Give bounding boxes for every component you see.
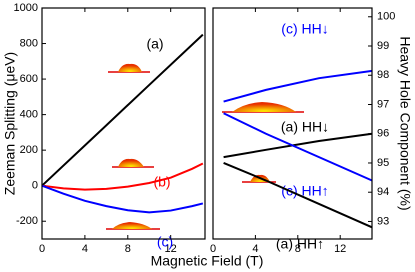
y-tick-label: 800 [20, 37, 38, 49]
x-tick-label: 0 [210, 243, 216, 255]
y-tick-label: 97 [377, 98, 389, 110]
x-tick-label: 8 [125, 243, 131, 255]
y-tick-label: 1000 [14, 2, 38, 14]
y-axis-label: Zeeman Splitting (μeV) [2, 52, 18, 195]
y-tick-label: 600 [20, 73, 38, 85]
series-line [41, 33, 204, 187]
y-tick-label: 0 [32, 180, 38, 192]
series-label: (c) HH↓ [281, 21, 328, 37]
x-tick-label: 12 [165, 243, 177, 255]
series-line [223, 132, 373, 159]
x-tick-label: 4 [252, 243, 258, 255]
x-tick-label: 8 [295, 243, 301, 255]
x-tick-label: 4 [82, 243, 88, 255]
y-tick-label: 100 [377, 11, 395, 23]
y-tick-label: 200 [20, 144, 38, 156]
series-label: (a) HH↓ [281, 119, 329, 135]
y-tick-label: 94 [377, 186, 389, 198]
y-tick-label: -200 [16, 215, 38, 227]
series-label: (c) [157, 234, 173, 250]
series-label: (a) [146, 36, 163, 52]
y-tick-label: 95 [377, 157, 389, 169]
series-label: (a) HH↑ [276, 236, 324, 252]
y-tick-label: 99 [377, 40, 389, 52]
y-tick-label: 400 [20, 109, 38, 121]
series-line [223, 112, 373, 182]
x-tick-label: 0 [39, 243, 45, 255]
x-axis-label: Magnetic Field (T) [151, 253, 264, 269]
series-label: (c) HH↑ [281, 183, 328, 199]
series-label: (b) [153, 174, 170, 190]
y-axis-label: Heavy Hole Component (%) [397, 36, 413, 210]
series-line [41, 162, 204, 191]
x-tick-label: 12 [334, 243, 346, 255]
y-tick-label: 93 [377, 215, 389, 227]
series-line [223, 162, 373, 229]
series-line [41, 184, 204, 214]
plot-frame [41, 7, 206, 240]
series-line [223, 69, 373, 103]
plot-frame [212, 7, 373, 240]
y-tick-label: 98 [377, 69, 389, 81]
y-tick-label: 96 [377, 128, 389, 140]
